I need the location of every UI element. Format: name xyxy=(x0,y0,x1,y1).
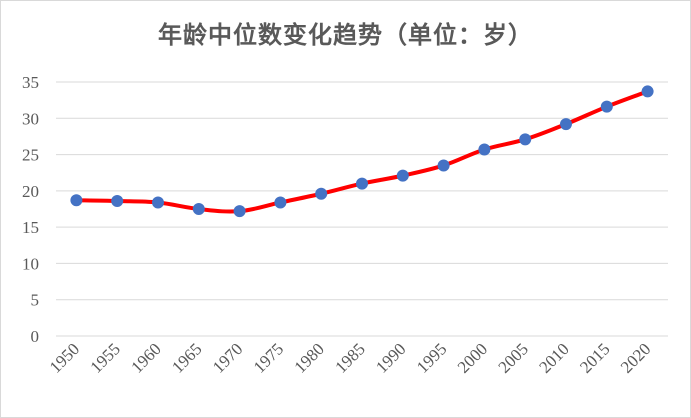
x-tick-label: 2000 xyxy=(454,339,491,376)
data-point xyxy=(396,169,409,182)
data-point xyxy=(70,194,83,207)
data-point xyxy=(560,118,572,131)
data-point xyxy=(437,159,450,172)
x-tick-label: 1985 xyxy=(331,339,368,376)
y-tick-label: 0 xyxy=(31,327,40,346)
x-tick-label: 1960 xyxy=(127,339,164,376)
series-line xyxy=(74,89,650,214)
data-point xyxy=(233,205,246,218)
y-tick-label: 35 xyxy=(22,73,39,92)
data-point xyxy=(600,100,613,113)
x-tick-label: 1980 xyxy=(291,339,328,376)
data-point xyxy=(274,196,287,209)
x-tick-label: 1995 xyxy=(413,339,450,376)
x-tick-label: 1950 xyxy=(46,339,83,376)
y-tick-label: 15 xyxy=(22,218,39,237)
x-tick-label: 2010 xyxy=(535,339,572,376)
y-tick-label: 20 xyxy=(22,182,39,201)
x-tick-label: 2020 xyxy=(617,339,654,376)
data-point xyxy=(152,196,164,209)
data-point xyxy=(315,187,328,200)
x-tick-label: 1975 xyxy=(250,339,287,376)
x-tick-label: 2015 xyxy=(576,339,613,376)
chart-title: 年龄中位数变化趋势（单位：岁） xyxy=(158,20,533,49)
data-point xyxy=(356,177,368,190)
data-point xyxy=(641,85,654,98)
y-tick-label: 5 xyxy=(31,291,40,310)
x-tick-label: 1965 xyxy=(168,339,205,376)
x-tick-label: 2005 xyxy=(495,339,532,376)
x-tick-label: 1955 xyxy=(87,339,124,376)
y-tick-label: 25 xyxy=(22,146,39,165)
data-point xyxy=(192,203,205,215)
x-tick-label: 1970 xyxy=(209,339,246,376)
data-point xyxy=(478,143,491,156)
data-point xyxy=(519,133,532,146)
data-point xyxy=(111,195,124,208)
y-tick-label: 30 xyxy=(22,109,39,128)
x-tick-label: 1990 xyxy=(372,339,409,376)
y-tick-label: 10 xyxy=(22,254,39,273)
